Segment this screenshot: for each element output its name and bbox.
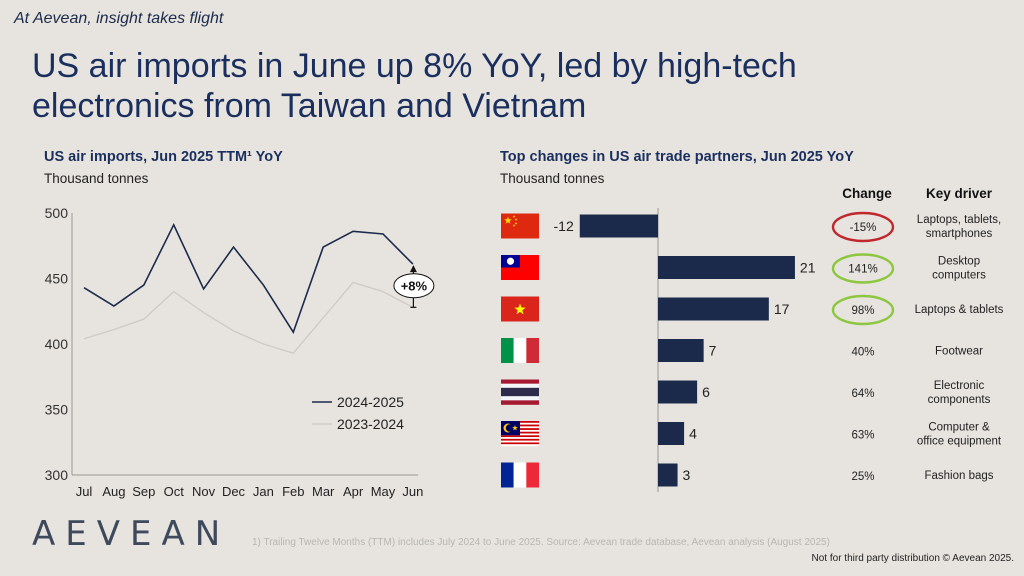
growth-arrow-head xyxy=(409,265,417,273)
line-chart-unit: Thousand tonnes xyxy=(44,171,149,186)
bar-value-label: 17 xyxy=(774,301,790,317)
key-driver-column-header: Key driver xyxy=(925,186,993,201)
x-tick-label: Jul xyxy=(76,484,93,499)
line-chart-title: US air imports, Jun 2025 TTM¹ YoY xyxy=(44,149,283,165)
series-line-2024-2025 xyxy=(83,222,414,335)
y-tick-label: 450 xyxy=(45,271,69,287)
change-value: 98% xyxy=(851,305,874,317)
y-tick-label: 400 xyxy=(45,336,69,352)
change-highlight-ring xyxy=(831,294,895,326)
key-driver-text: Electronic xyxy=(934,380,985,392)
change-highlight-ring xyxy=(831,253,895,284)
key-driver-text: Footwear xyxy=(935,346,983,358)
key-driver-text: Computer & xyxy=(928,422,990,434)
bar-value-label: 6 xyxy=(702,384,710,400)
legend-label: 2024-2025 xyxy=(337,394,404,410)
company-logo: AEVEAN xyxy=(32,514,231,554)
change-value: -15% xyxy=(850,222,877,234)
tagline: At Aevean, insight takes flight xyxy=(14,10,224,27)
flag-thailand-icon xyxy=(501,379,539,405)
bar-value-label: 7 xyxy=(709,343,717,359)
x-tick-label: Feb xyxy=(282,484,304,499)
bar-chart-title: Top changes in US air trade partners, Ju… xyxy=(500,149,854,165)
key-driver-text: components xyxy=(928,394,991,406)
rights-notice: Not for third party distribution © Aevea… xyxy=(811,553,1014,564)
headline: US air imports in June up 8% YoY, led by… xyxy=(32,47,797,125)
x-tick-label: Apr xyxy=(343,484,364,499)
x-tick-label: Dec xyxy=(222,484,246,499)
bar-thailand xyxy=(658,380,698,404)
growth-badge-label: +8% xyxy=(401,279,428,294)
change-highlight-ring xyxy=(831,211,895,243)
flag-france-icon xyxy=(501,462,539,488)
bar-value-label: 4 xyxy=(689,426,697,442)
x-tick-label: Jan xyxy=(253,484,274,499)
y-tick-label: 500 xyxy=(45,205,69,221)
change-column-header: Change xyxy=(842,186,892,201)
growth-badge xyxy=(393,273,435,299)
footnote: 1) Trailing Twelve Months (TTM) includes… xyxy=(252,537,830,548)
bar-chart-unit: Thousand tonnes xyxy=(500,171,605,186)
bar-italy xyxy=(658,339,704,362)
flag-italy-icon xyxy=(501,338,539,363)
flag-taiwan-icon xyxy=(501,255,539,280)
change-value: 25% xyxy=(851,471,874,483)
flag-malaysia-icon xyxy=(501,421,539,447)
x-tick-label: Jun xyxy=(402,484,423,499)
bar-france xyxy=(658,463,678,487)
bar-china xyxy=(579,214,658,238)
flag-vietnam-icon xyxy=(501,296,539,322)
bar-chart: -12 -15% Laptops, tablets, smartphones 21 141… xyxy=(501,208,1004,492)
bar-malaysia xyxy=(658,422,685,445)
y-tick-label: 350 xyxy=(45,402,69,418)
x-tick-label: Sep xyxy=(132,484,155,499)
key-driver-text: Desktop xyxy=(938,256,980,268)
x-tick-label: Aug xyxy=(102,484,125,499)
change-value: 40% xyxy=(851,347,874,359)
key-driver-text: smartphones xyxy=(926,228,993,240)
line-chart: 300 350 400 450 500 Jul Aug Sep Oct Nov Dec Jan Feb M… xyxy=(45,205,435,499)
x-tick-label: Nov xyxy=(192,484,216,499)
x-tick-label: Oct xyxy=(164,484,185,499)
bar-value-label: 3 xyxy=(683,467,691,483)
bar-value-label: -12 xyxy=(554,218,574,234)
series-line-2023-2024 xyxy=(83,281,414,354)
change-value: 141% xyxy=(848,264,877,276)
y-tick-label: 300 xyxy=(45,467,69,483)
change-value: 64% xyxy=(851,388,874,400)
legend-label: 2023-2024 xyxy=(337,416,404,432)
bar-taiwan xyxy=(658,256,795,279)
key-driver-text: Laptops, tablets, xyxy=(917,214,1001,226)
x-tick-label: Mar xyxy=(312,484,335,499)
x-tick-label: May xyxy=(371,484,396,499)
key-driver-text: Fashion bags xyxy=(924,470,993,482)
change-value: 63% xyxy=(851,430,874,442)
key-driver-text: computers xyxy=(932,270,986,282)
flag-china-icon xyxy=(501,213,539,239)
key-driver-text: office equipment xyxy=(917,436,1002,448)
key-driver-text: Laptops & tablets xyxy=(915,304,1004,316)
bar-value-label: 21 xyxy=(800,260,816,276)
bar-vietnam xyxy=(658,297,769,321)
